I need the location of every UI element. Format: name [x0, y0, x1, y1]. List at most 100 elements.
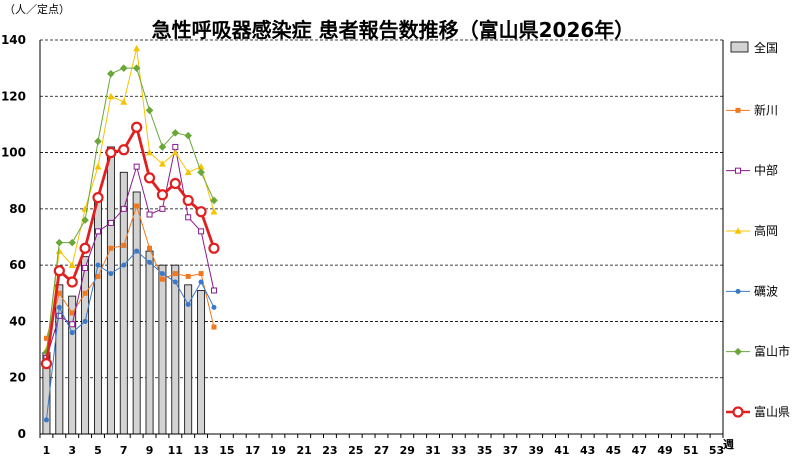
data-point — [734, 347, 742, 356]
bar — [94, 200, 102, 435]
data-point — [184, 131, 192, 140]
legend-item: 高岡 — [726, 223, 778, 238]
x-tick-label: 39 — [528, 444, 543, 457]
data-point — [94, 228, 101, 235]
legend-item: 全国 — [730, 40, 778, 55]
data-point — [55, 238, 64, 247]
gridlines — [40, 39, 723, 379]
data-point — [108, 271, 114, 277]
data-point — [69, 330, 75, 336]
x-tick-label: 9 — [146, 444, 154, 457]
data-point — [735, 288, 741, 294]
legend-item: 新川 — [726, 102, 778, 117]
data-point — [169, 177, 181, 190]
data-point — [94, 137, 102, 146]
legend-label: 礪波 — [754, 284, 778, 298]
x-tick-label: 45 — [606, 444, 621, 457]
x-tick-label: 43 — [580, 444, 595, 457]
x-tick-label: 37 — [503, 444, 518, 457]
data-point — [159, 271, 165, 277]
legend-item: 富山市 — [726, 344, 790, 359]
x-tick-label: 29 — [400, 444, 415, 457]
data-point — [171, 129, 180, 137]
data-point — [197, 168, 205, 177]
y-tick-label: 60 — [9, 258, 26, 272]
x-tick-label: 47 — [632, 444, 647, 457]
data-point — [82, 290, 88, 296]
data-point — [146, 211, 153, 218]
data-point — [121, 242, 127, 248]
data-point — [735, 107, 741, 113]
x-tick-label: 35 — [477, 444, 492, 457]
y-axis-unit-label: （人／定点） — [4, 2, 70, 16]
legend-swatch — [730, 41, 749, 53]
data-point — [143, 172, 156, 184]
data-point — [732, 406, 744, 418]
data-point — [210, 208, 218, 215]
series-高岡 — [42, 44, 218, 353]
data-point — [53, 265, 65, 277]
series-礪波 — [43, 248, 217, 423]
data-point — [185, 214, 192, 221]
bar — [81, 256, 90, 435]
x-tick-label: 41 — [554, 444, 569, 457]
legend-label: 全国 — [754, 40, 778, 55]
data-point — [133, 163, 140, 170]
data-point — [105, 146, 117, 159]
x-tick-label: 19 — [271, 444, 286, 457]
data-point — [134, 203, 140, 209]
data-point — [95, 273, 101, 279]
legend-label: 富山市 — [754, 344, 790, 359]
x-tick-label: 5 — [94, 444, 102, 457]
x-tick-label: 21 — [297, 444, 312, 457]
legend-label: 中部 — [754, 163, 778, 178]
data-point — [68, 238, 77, 247]
data-point — [108, 245, 114, 251]
data-point — [158, 160, 166, 167]
data-point — [132, 64, 141, 72]
x-tick-label: 3 — [68, 444, 76, 457]
data-point — [94, 163, 102, 170]
line-series — [40, 44, 220, 423]
data-point — [81, 216, 89, 224]
data-point — [56, 312, 63, 319]
y-tick-label: 140 — [1, 33, 26, 47]
data-point — [211, 304, 217, 310]
x-axis-unit-label: 週 — [723, 437, 734, 451]
legend-label: 高岡 — [754, 223, 778, 238]
data-point — [131, 121, 143, 133]
x-tick-label: 53 — [709, 444, 724, 457]
bar — [132, 191, 141, 435]
data-point — [734, 227, 742, 234]
data-point — [184, 168, 192, 176]
data-point — [198, 271, 204, 277]
x-tick-label: 25 — [348, 444, 363, 457]
y-tick-label: 80 — [9, 202, 26, 216]
bar — [106, 146, 115, 435]
series-新川 — [43, 203, 217, 341]
bar — [171, 264, 180, 435]
data-point — [158, 143, 167, 151]
data-point — [172, 279, 178, 285]
data-point — [172, 271, 178, 277]
x-tick-label: 13 — [193, 444, 208, 457]
x-tick-label: 1 — [43, 444, 51, 457]
x-tick-label: 27 — [374, 444, 389, 457]
data-point — [82, 318, 88, 324]
legend-label: 富山県 — [754, 404, 790, 419]
bar — [158, 264, 167, 435]
y-tick-label: 40 — [9, 314, 26, 328]
data-point — [735, 167, 741, 174]
legend-label: 新川 — [754, 102, 778, 117]
data-point — [56, 290, 62, 296]
data-point — [120, 205, 127, 212]
data-point — [95, 262, 101, 268]
series-富山県 — [40, 121, 220, 370]
data-point — [198, 279, 204, 285]
data-point — [147, 259, 153, 265]
data-point — [121, 262, 127, 268]
x-tick-label: 51 — [683, 444, 698, 457]
y-tick-label: 100 — [1, 146, 26, 160]
data-point — [79, 242, 91, 254]
